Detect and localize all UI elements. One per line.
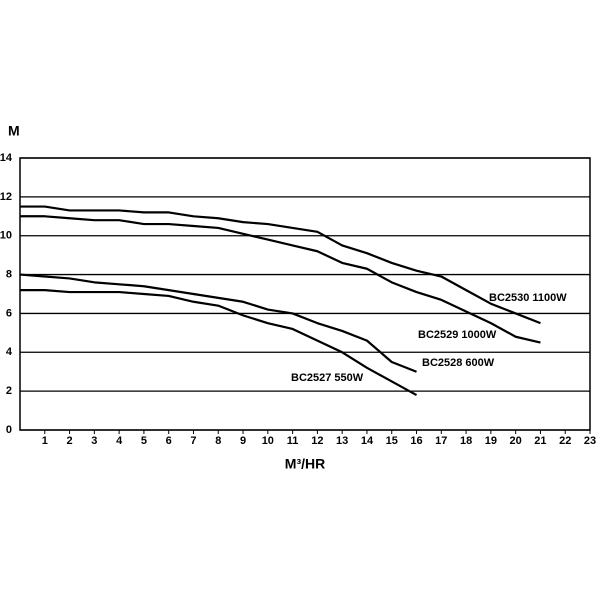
x-tick-label: 23 — [584, 435, 596, 447]
y-tick-label: 8 — [6, 268, 12, 280]
x-tick-label: 19 — [485, 435, 497, 447]
y-tick-label: 10 — [0, 230, 12, 242]
x-tick-label: 20 — [510, 435, 522, 447]
x-axis-title: M³/HR — [285, 456, 325, 472]
x-tick-label: 18 — [460, 435, 472, 447]
x-tick-label: 12 — [311, 435, 323, 447]
y-tick-label: 2 — [6, 385, 12, 397]
x-tick-label: 17 — [435, 435, 447, 447]
y-tick-label: 12 — [0, 191, 12, 203]
x-tick-label: 10 — [262, 435, 274, 447]
series-line — [20, 289, 418, 396]
series-line — [20, 215, 541, 344]
y-tick-label: 4 — [6, 346, 13, 358]
x-tick-label: 6 — [166, 435, 172, 447]
y-tick-label: 0 — [6, 424, 12, 436]
x-tick-label: 4 — [116, 435, 123, 447]
x-tick-label: 22 — [559, 435, 571, 447]
x-tick-label: 5 — [141, 435, 147, 447]
x-tick-label: 11 — [287, 435, 299, 447]
x-tick-label: 8 — [215, 435, 221, 447]
series-line — [19, 273, 417, 373]
series-label: BC2530 1100W — [489, 292, 567, 304]
x-tick-label: 15 — [386, 435, 398, 447]
y-tick-label: 14 — [0, 152, 13, 164]
series-label: BC2527 550W — [291, 372, 364, 384]
series-label: BC2528 600W — [422, 357, 495, 369]
series-label: BC2529 1000W — [418, 329, 497, 341]
x-tick-label: 9 — [240, 435, 246, 447]
series-line — [20, 205, 541, 325]
y-tick-label: 6 — [6, 307, 12, 319]
x-tick-label: 7 — [190, 435, 196, 447]
x-tick-label: 2 — [67, 435, 73, 447]
x-tick-label: 14 — [361, 435, 374, 447]
x-tick-label: 3 — [91, 435, 97, 447]
x-tick-label: 16 — [410, 435, 422, 447]
y-axis-title: M — [8, 123, 20, 139]
x-tick-label: 1 — [42, 435, 48, 447]
x-tick-label: 21 — [534, 435, 546, 447]
x-tick-label: 13 — [336, 435, 348, 447]
